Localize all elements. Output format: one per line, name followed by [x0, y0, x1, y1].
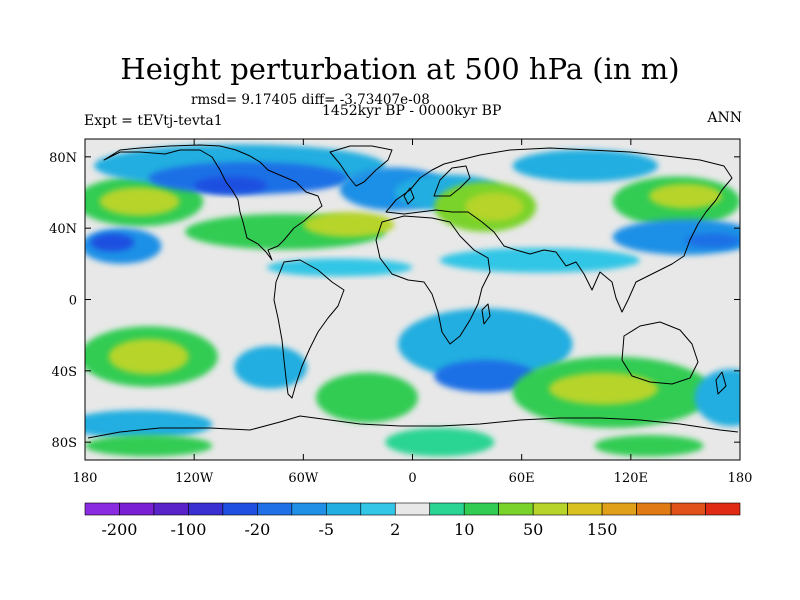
y-tick-label: 0	[69, 294, 77, 309]
colorbar-label: -5	[319, 520, 335, 539]
colorbar-label: -100	[170, 520, 206, 539]
y-tick-label: 40N	[49, 222, 77, 237]
anomaly-region	[85, 410, 213, 439]
experiment-label: Expt = tEVtj-tevta1	[84, 113, 223, 129]
anomaly-region	[649, 183, 722, 209]
colorbar-label: 150	[587, 520, 618, 539]
colorbar-swatch	[601, 502, 637, 516]
x-tick-label: 0	[408, 471, 416, 486]
y-tick-label: 40S	[52, 365, 77, 380]
colorbar-label: -200	[101, 520, 137, 539]
figure-title: Height perturbation at 500 hPa (in m)	[120, 52, 680, 86]
colorbar-label: 50	[523, 520, 543, 539]
anomaly-region	[594, 435, 704, 457]
x-tick-label: 180	[73, 471, 98, 486]
anomaly-region	[194, 176, 267, 195]
colorbar: -200 -100 -20 -5 2 10 50 150	[84, 502, 741, 539]
colorbar-swatch	[532, 502, 568, 516]
colorbar-label: 10	[454, 520, 474, 539]
colorbar-swatch	[429, 502, 465, 516]
colorbar-swatch	[188, 502, 224, 516]
anomaly-region	[439, 247, 640, 273]
anomaly-region	[266, 258, 413, 277]
colorbar-swatch	[257, 502, 293, 516]
y-tick-label: 80N	[49, 151, 77, 166]
colorbar-label: -20	[244, 520, 270, 539]
anomaly-region	[108, 338, 189, 375]
y-tick-label: 80S	[52, 436, 77, 451]
x-tick-label: 60E	[509, 471, 535, 486]
colorbar-swatch	[84, 502, 120, 516]
anomaly-fill	[85, 144, 740, 457]
anomaly-region	[397, 308, 573, 380]
anomaly-region	[434, 360, 537, 393]
anomaly-region	[685, 233, 740, 248]
anomaly-region	[234, 345, 307, 389]
anomaly-region	[612, 219, 740, 255]
x-tick-label: 60W	[288, 471, 319, 486]
colorbar-swatch	[360, 502, 396, 516]
x-tick-label: 180	[728, 471, 753, 486]
colorbar-swatch	[498, 502, 534, 516]
colorbar-swatch	[705, 502, 741, 516]
colorbar-swatch	[326, 502, 362, 516]
period-label: 1452kyr BP - 0000kyr BP	[322, 103, 502, 119]
anomaly-region	[465, 192, 524, 222]
season-label: ANN	[707, 110, 742, 126]
colorbar-swatch	[636, 502, 672, 516]
rmsd-stats: rmsd= 9.17405 diff= -3.73407e-08	[191, 92, 430, 108]
anomaly-region	[548, 372, 659, 405]
colorbar-swatch	[463, 502, 499, 516]
anomaly-region	[303, 212, 395, 238]
colorbar-swatch	[222, 502, 258, 516]
colorbar-label: 2	[390, 520, 400, 539]
colorbar-swatch	[119, 502, 155, 516]
anomaly-region	[512, 149, 659, 182]
coastlines	[87, 144, 739, 439]
colorbar-swatch	[394, 502, 431, 516]
x-tick-label: 120W	[175, 471, 214, 486]
colorbar-swatch	[153, 502, 189, 516]
anomaly-region	[85, 435, 213, 457]
anomaly-region	[385, 427, 495, 457]
colorbar-swatch	[567, 502, 603, 516]
x-tick-label: 120E	[614, 471, 648, 486]
anomaly-region	[694, 369, 740, 427]
anomaly-region	[99, 187, 180, 216]
colorbar-swatch	[291, 502, 327, 516]
axis-ticks: 180 120W 60W 0 60E 120E 180 80N 40N 0 40S 80S	[49, 139, 752, 486]
anomaly-region	[90, 233, 135, 252]
anomaly-region	[316, 372, 418, 423]
colorbar-swatch	[670, 502, 706, 516]
